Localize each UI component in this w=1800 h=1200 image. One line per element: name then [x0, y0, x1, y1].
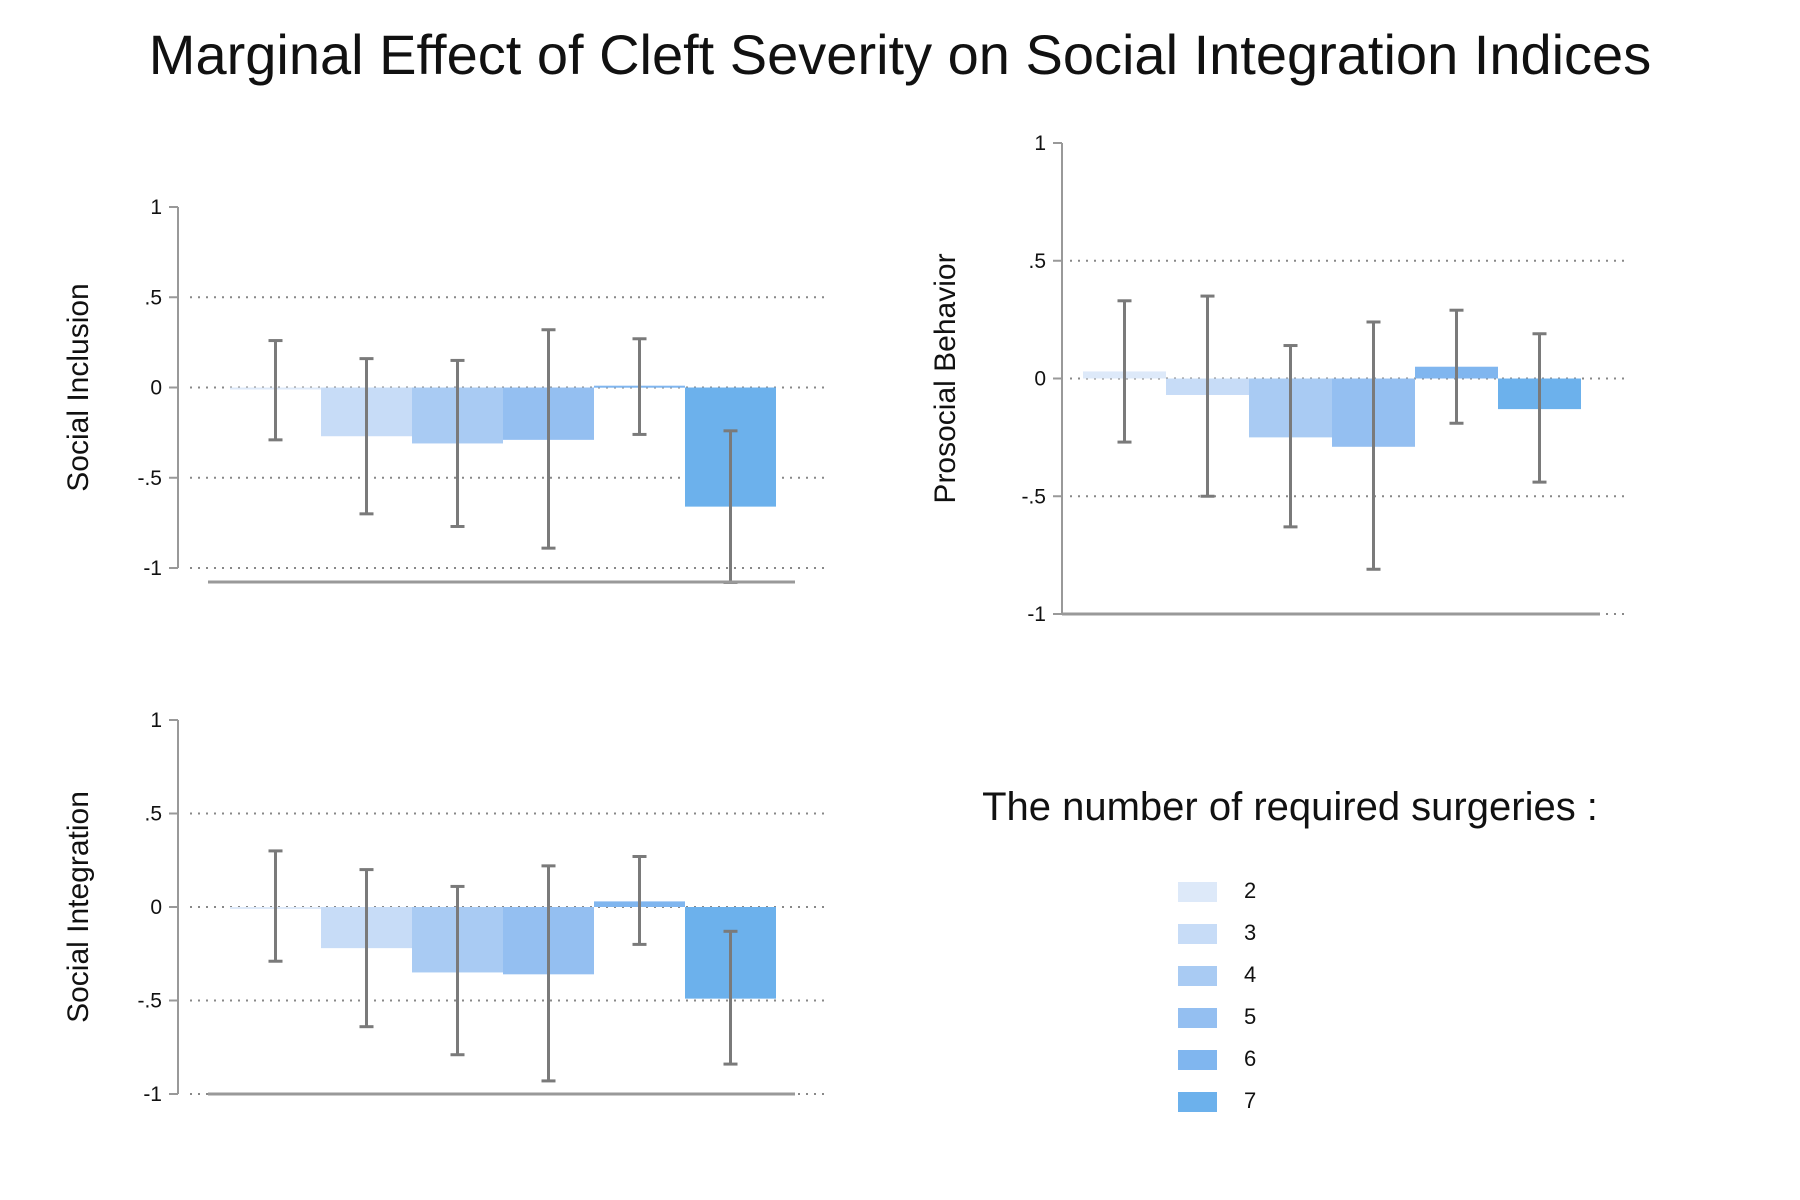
panel-integration: 1 .5 0 -.5 -1 Social Integration [62, 709, 828, 1106]
legend-label: 5 [1244, 1004, 1257, 1029]
legend-swatch [1178, 966, 1217, 986]
legend-swatch [1178, 1050, 1217, 1070]
legend-swatch [1178, 1008, 1217, 1028]
chart-title: Marginal Effect of Cleft Severity on Soc… [148, 23, 1652, 86]
y-tick-label: 1 [150, 196, 162, 219]
y-tick-label: 0 [150, 377, 162, 400]
y-tick-label: 0 [1034, 368, 1046, 391]
legend-swatch [1178, 924, 1217, 944]
y-tick-label: -.5 [137, 990, 162, 1013]
y-tick-label: -1 [143, 1083, 162, 1106]
legend-swatch [1178, 1092, 1217, 1112]
y-axis-title: Prosocial Behavior [929, 253, 962, 503]
y-tick-label: .5 [144, 286, 162, 309]
legend-title: The number of required surgeries : [982, 785, 1598, 829]
legend-label: 4 [1244, 962, 1257, 987]
legend-label: 7 [1244, 1088, 1257, 1113]
y-tick-label: .5 [144, 803, 162, 826]
panel-inclusion: 1 .5 0 -.5 -1 Social Inclusion [62, 196, 828, 584]
y-tick-label: -1 [143, 557, 162, 580]
legend-label: 3 [1244, 920, 1257, 945]
y-axis-title: Social Inclusion [62, 283, 95, 491]
y-tick-label: -.5 [137, 467, 162, 490]
legend-label: 2 [1244, 878, 1257, 903]
y-tick-label: -1 [1027, 603, 1046, 626]
y-axis-title: Social Integration [62, 791, 95, 1023]
y-tick-label: 1 [150, 709, 162, 732]
y-tick-label: -.5 [1021, 485, 1046, 508]
y-tick-label: 0 [150, 896, 162, 919]
y-tick-label: 1 [1034, 132, 1046, 155]
legend-label: 6 [1244, 1046, 1257, 1071]
y-tick-label: .5 [1028, 250, 1046, 273]
legend-swatch [1178, 882, 1217, 902]
panel-prosocial: 1 .5 0 -.5 -1 Prosocial Behavior [929, 132, 1630, 626]
